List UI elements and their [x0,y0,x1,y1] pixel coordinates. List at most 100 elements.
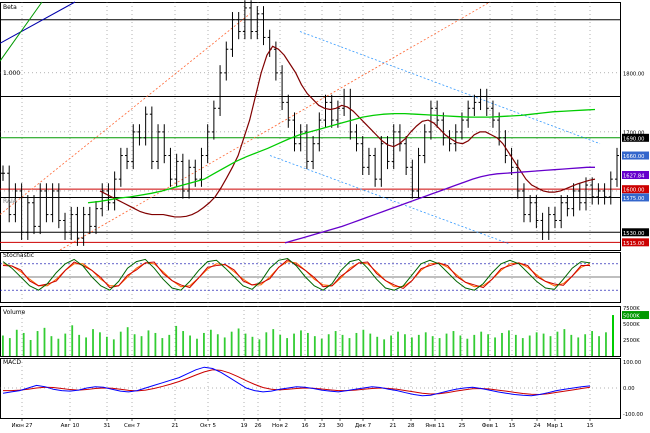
volume-bar [480,331,483,356]
volume-bar [307,332,309,356]
price-level-label: 1.000 [3,70,20,77]
price-axis-label-bg [622,185,649,194]
x-axis-tick-label: Дек 7 [355,423,372,429]
volume-bar [251,336,254,356]
volume-bar [57,338,60,356]
price-axis-label: 1627.84 [623,174,645,180]
price-axis-label-bg [622,68,649,77]
volume-bar [521,338,524,356]
volume-bar [203,332,205,356]
volume-bar [223,337,226,356]
price-axis-label-bg [622,228,649,237]
volume-bar [133,334,136,356]
volume-bar [383,339,386,356]
x-axis-tick-label: 25 [459,423,466,429]
volume-bar [605,332,607,356]
volume-bar [528,335,531,356]
trendline [0,1,43,62]
fib-channel-line [0,13,251,215]
volume-bar [244,333,247,356]
volume-bar [459,335,462,356]
volume-bar [404,334,406,356]
trendline [0,1,76,44]
volume-bar [535,332,538,356]
volume-bar [584,334,587,356]
x-axis-tick-label: Мар 1 [547,423,564,429]
volume-bar [119,331,122,356]
price-panel-frame [0,2,621,251]
macd-axis-label: 100.00 [623,360,641,366]
volume-bar [189,335,191,356]
x-axis-tick-label: 24 [534,423,541,429]
x-axis-tick-label: Фев 1 [482,423,499,429]
volume-bar [452,331,455,356]
volume-bar [2,335,4,356]
x-axis-tick-label: 19 [241,423,248,429]
ma-long-line [284,166,595,244]
volume-bar [230,331,233,356]
x-axis-tick-label: 21 [172,423,179,429]
stochastic-slow-line [2,259,590,290]
volume-bar [556,331,559,356]
volume-bar [348,338,351,356]
price-axis-label-bg [622,151,649,160]
volume-bar [369,333,372,356]
volume-bar [50,336,53,356]
price-axis-label: 1700.00 [623,130,644,136]
volume-bar [598,336,600,356]
volume-bar [549,336,552,356]
volume-bar [327,334,330,356]
volume-bar [99,332,101,356]
stochastic-panel-label: Stochastic [3,252,34,259]
x-axis-tick-label: 15 [509,423,516,429]
volume-bar [8,338,11,356]
volume-bar [265,332,268,356]
volume-bar [494,337,496,356]
volume-bar [147,330,150,356]
x-axis-tick-label: 23 [319,423,326,429]
volume-last-label-bg [622,311,649,320]
volume-bar [501,332,503,356]
price-info-label: RAIA [3,198,18,205]
volume-bar [22,332,25,356]
volume-bar [161,338,164,356]
volume-bar [570,334,573,356]
volume-bar [29,340,32,356]
volume-bar [15,329,18,356]
regression-channel-line [269,155,511,245]
macd-axis-label: -100.00 [623,412,643,418]
volume-bar [313,336,316,356]
volume-bar [390,335,392,356]
price-axis-label: 1800.00 [623,71,644,77]
volume-bar [216,334,219,356]
volume-bar [376,336,379,356]
volume-bar [272,329,275,356]
volume-bar [196,338,198,356]
volume-bar [258,339,261,356]
macd-signal-line [3,369,591,396]
x-axis-tick-label: Окт 5 [200,423,217,429]
price-axis-label: 1690.00 [623,136,644,142]
x-axis-tick-label: 16 [302,423,309,429]
volume-bar [514,334,517,356]
volume-bar [473,334,476,356]
volume-panel-frame [0,306,621,357]
x-axis-tick-label: 21 [390,423,397,429]
x-axis-tick-label: 31 [104,423,111,429]
price-panel-label: Beta [3,4,17,11]
x-axis-tick-label: 30 [337,423,344,429]
x-axis-tick-label: 28 [408,423,415,429]
price-axis-label-bg [622,127,649,136]
price-axis-label-bg [622,238,649,247]
volume-bar [355,332,358,356]
macd-panel-label: MACD [3,359,21,366]
price-axis-label-bg [622,193,649,202]
volume-bar [431,336,434,356]
volume-bar [563,329,566,356]
volume-bar [445,333,448,356]
volume-axis-label: 2500K [623,338,640,344]
ma-mid-line [87,108,596,204]
x-axis-tick-label: Янв 11 [425,423,444,429]
volume-bar [36,331,39,356]
